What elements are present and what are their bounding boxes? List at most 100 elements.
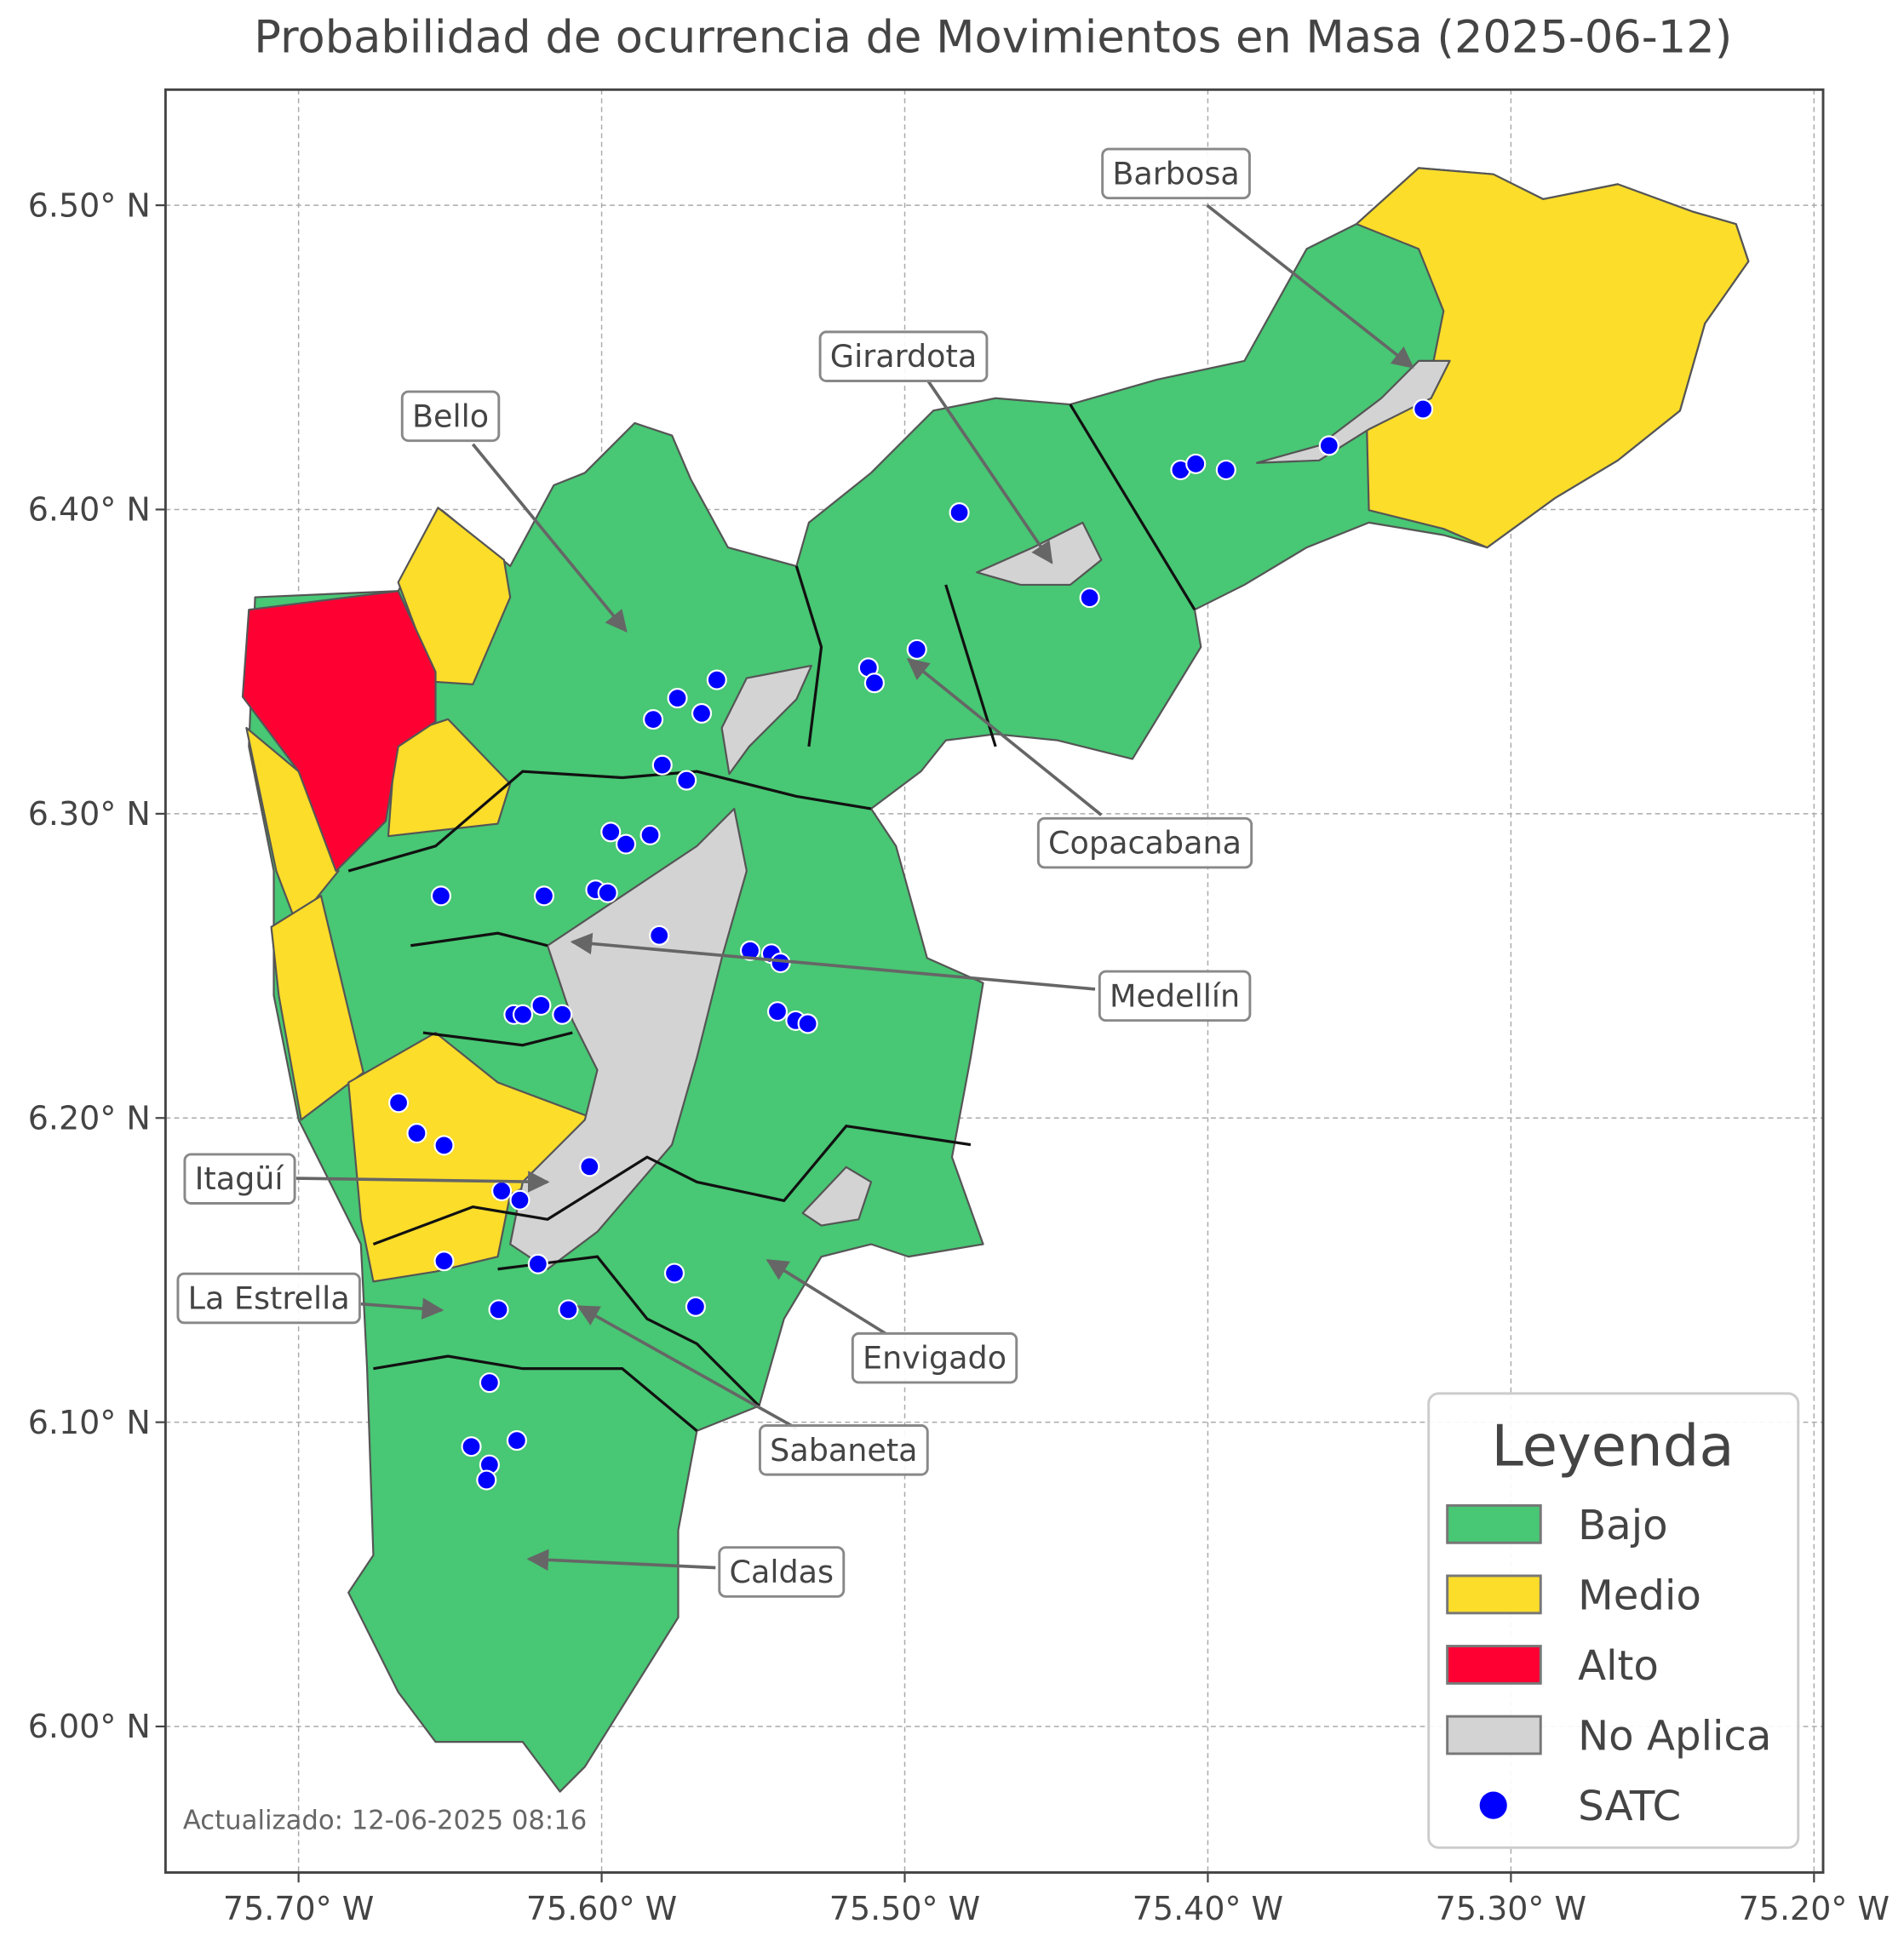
municipal-border: [347, 404, 1196, 1432]
x-tick-label: 75.20° W: [1739, 1890, 1890, 1927]
annotation-arrow: [766, 1258, 887, 1336]
station-point: [479, 1372, 500, 1394]
y-tick-label: 6.30° N: [28, 795, 151, 833]
annotation-arrow: [295, 1171, 550, 1193]
annotation-arrow: [576, 1304, 798, 1430]
station-point: [530, 994, 552, 1016]
annotation-label: Itagüí: [195, 1160, 285, 1197]
annotation-box: [818, 330, 989, 382]
station-point: [579, 1156, 600, 1177]
station-point: [797, 1013, 818, 1034]
annotation-label: Caldas: [729, 1554, 834, 1590]
station-point: [488, 1299, 509, 1320]
y-tick-label: 6.50° N: [28, 186, 151, 224]
station-point: [533, 885, 554, 907]
x-tick-label: 75.60° W: [526, 1890, 677, 1927]
annotation-box: [1036, 816, 1253, 869]
station-point: [1185, 453, 1207, 474]
annotation-label: Girardota: [830, 338, 977, 375]
annotation-label: Copacabana: [1048, 825, 1242, 862]
region-no-aplica: [509, 807, 748, 1270]
station-point: [476, 1469, 497, 1491]
x-tick-label: 75.70° W: [223, 1890, 374, 1927]
station-point: [406, 1123, 427, 1144]
annotation-box: [718, 1546, 846, 1598]
region-no-aplica: [801, 1165, 873, 1227]
station-point: [649, 925, 670, 946]
legend-title: Leyenda: [1491, 1413, 1734, 1480]
region-alto: [241, 590, 437, 873]
region-no-aplica: [720, 664, 812, 776]
footer-note: Actualizado: 12-06-2025 08:16: [183, 1806, 587, 1835]
annotation-box: [400, 390, 501, 443]
station-point: [615, 833, 637, 855]
annotation-label: Medellín: [1110, 977, 1240, 1014]
annotation-arrow: [570, 932, 1096, 991]
station-point: [433, 1135, 455, 1156]
station-point: [552, 1004, 573, 1025]
legend-label: Alto: [1578, 1642, 1659, 1690]
axes-frame: [163, 88, 1825, 1875]
station-point: [512, 1004, 534, 1025]
annotation-arrow: [906, 658, 1103, 816]
annotation-label: La Estrella: [188, 1280, 350, 1317]
station-point: [766, 1001, 789, 1022]
x-tick-label: 75.50° W: [829, 1890, 980, 1927]
station-point: [433, 1251, 455, 1272]
y-tick-label: 6.10° N: [28, 1404, 151, 1441]
station-point: [651, 754, 673, 776]
annotation-arrow: [926, 378, 1053, 564]
station-point: [1215, 459, 1236, 481]
y-tick-label: 6.20° N: [28, 1099, 151, 1137]
annotation-box: [176, 1272, 361, 1325]
station-point: [676, 770, 697, 791]
x-tick-label: 75.40° W: [1133, 1890, 1283, 1927]
station-point: [597, 882, 618, 903]
annotation-label: Bello: [412, 398, 489, 434]
annotation-arrow: [526, 1549, 716, 1572]
region-medio: [270, 895, 364, 1121]
x-tick-label: 75.30° W: [1436, 1890, 1586, 1927]
station-point: [643, 709, 664, 730]
legend: Leyenda Bajo Medio Alto No Aplica SATC: [1427, 1392, 1800, 1849]
annotation-box: [851, 1331, 1018, 1384]
legend-swatch: [1446, 1503, 1542, 1544]
map-title: Probabilidad de ocurrencia de Movimiento…: [254, 11, 1732, 63]
station-point: [949, 502, 970, 524]
annotation-box: [758, 1424, 929, 1476]
station-point: [509, 1189, 530, 1211]
station-point: [663, 1263, 685, 1284]
station-point: [430, 885, 451, 907]
legend-swatch: [1446, 1574, 1542, 1615]
station-point: [863, 673, 885, 694]
station-point: [600, 822, 622, 843]
station-point: [506, 1430, 527, 1451]
station-point: [685, 1296, 706, 1317]
annotation-box: [1098, 970, 1252, 1022]
station-point: [639, 824, 661, 845]
legend-marker: [1479, 1791, 1507, 1819]
station-point: [1318, 435, 1339, 456]
station-point: [739, 940, 761, 961]
station-point: [906, 638, 927, 660]
annotation-box: [183, 1153, 296, 1205]
y-tick-label: 6.00° N: [28, 1708, 151, 1745]
station-point: [388, 1092, 410, 1114]
station-point: [491, 1180, 513, 1202]
station-point: [461, 1436, 482, 1457]
annotation-label: Sabaneta: [770, 1432, 917, 1469]
legend-swatch: [1446, 1645, 1542, 1685]
station-point: [527, 1253, 548, 1274]
annotation-label: Barbosa: [1112, 155, 1239, 192]
y-tick-label: 6.40° N: [28, 491, 151, 529]
legend-label: SATC: [1578, 1783, 1681, 1830]
axes: 75.70° W 75.60° W 75.50° W 75.40° W 75.30° W…: [28, 186, 1890, 1927]
station-point: [1413, 398, 1434, 420]
station-point: [667, 688, 688, 709]
legend-label: No Aplica: [1578, 1713, 1771, 1761]
station-point: [1079, 587, 1100, 609]
annotations: Barbosa Girardota Bello Copacabana Medellín I…: [176, 147, 1414, 1598]
annotation-label: Envigado: [863, 1340, 1006, 1377]
